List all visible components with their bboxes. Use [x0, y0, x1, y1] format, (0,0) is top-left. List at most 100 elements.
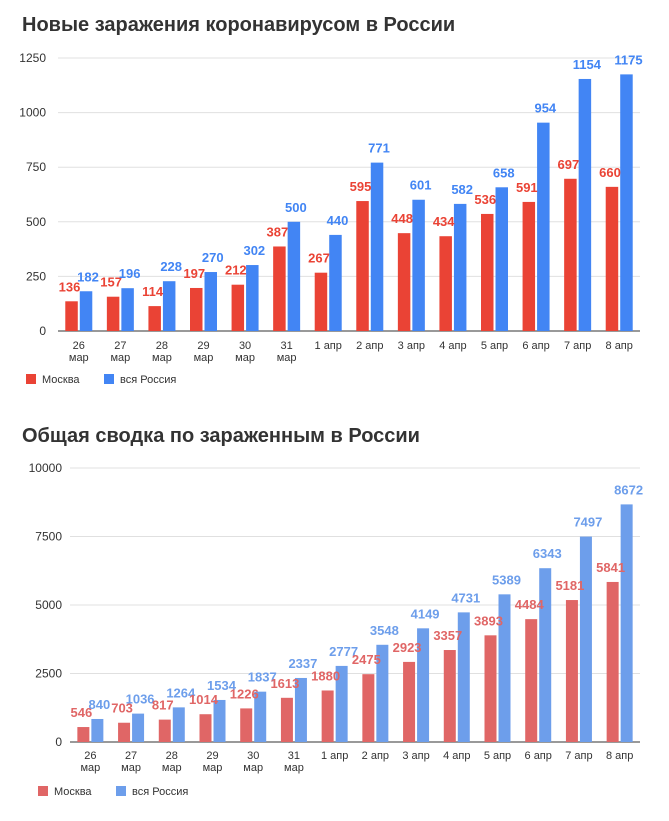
- data-label-moscow: 434: [433, 214, 455, 229]
- bar-moscow: [106, 296, 120, 331]
- bar-russia: [578, 78, 592, 331]
- x-tick-label: мар: [203, 762, 223, 774]
- data-label-moscow: 703: [111, 701, 133, 716]
- bar-moscow: [362, 674, 375, 742]
- data-label-moscow: 267: [308, 251, 330, 266]
- x-tick-label: 7 апр: [564, 340, 591, 352]
- bar-russia: [620, 504, 633, 742]
- x-tick-label: мар: [69, 352, 89, 364]
- legend-swatch: [116, 786, 126, 796]
- data-label-russia: 302: [243, 243, 265, 258]
- data-label-moscow: 1014: [189, 692, 219, 707]
- x-tick-label: 31: [281, 340, 293, 352]
- legend-swatch: [38, 786, 48, 796]
- bar-russia: [537, 122, 550, 332]
- data-label-moscow: 1613: [270, 676, 299, 691]
- bar-moscow: [606, 581, 619, 742]
- data-label-russia: 4149: [411, 606, 440, 621]
- data-label-russia: 500: [285, 200, 307, 215]
- bar-moscow: [199, 714, 212, 742]
- y-tick-label: 250: [26, 269, 46, 283]
- y-tick-label: 10000: [29, 461, 63, 475]
- bar-russia: [254, 691, 267, 742]
- data-label-russia: 7497: [573, 515, 602, 530]
- x-tick-label: мар: [162, 762, 182, 774]
- bar-moscow: [148, 306, 161, 331]
- bar-russia: [376, 644, 389, 742]
- data-label-moscow: 2923: [393, 640, 422, 655]
- x-tick-label: 30: [247, 750, 259, 762]
- bar-moscow: [240, 708, 253, 742]
- x-tick-label: 29: [206, 750, 218, 762]
- bar-russia: [539, 568, 552, 742]
- data-label-russia: 2337: [288, 656, 317, 671]
- x-tick-label: мар: [110, 352, 130, 364]
- bar-russia: [329, 234, 342, 331]
- data-label-russia: 1837: [248, 670, 277, 685]
- bar-russia: [294, 677, 307, 742]
- bar-moscow: [273, 246, 286, 331]
- data-label-moscow: 546: [71, 705, 93, 720]
- data-label-russia: 1154: [573, 57, 602, 72]
- x-tick-label: 30: [239, 340, 251, 352]
- legend-swatch: [104, 374, 114, 384]
- x-tick-label: 27: [125, 750, 137, 762]
- bar-moscow: [77, 727, 90, 742]
- x-tick-label: 1 апр: [315, 340, 342, 352]
- bar-moscow: [522, 201, 536, 331]
- bar-russia: [495, 187, 508, 331]
- y-tick-label: 0: [39, 324, 46, 338]
- bar-moscow: [356, 201, 369, 331]
- data-label-russia: 440: [327, 213, 349, 228]
- data-label-moscow: 660: [599, 165, 621, 180]
- bar-russia: [579, 536, 592, 742]
- x-tick-label: 26: [84, 750, 96, 762]
- x-tick-label: 6 апр: [522, 340, 549, 352]
- x-tick-label: мар: [284, 762, 304, 774]
- x-tick-label: мар: [152, 352, 172, 364]
- x-tick-label: 3 апр: [402, 750, 429, 762]
- data-label-moscow: 2475: [352, 652, 381, 667]
- x-tick-label: 8 апр: [606, 750, 633, 762]
- bar-russia: [417, 628, 430, 742]
- data-label-moscow: 5181: [555, 578, 584, 593]
- bar-moscow: [565, 600, 578, 742]
- bar-moscow: [231, 284, 245, 331]
- data-label-moscow: 197: [183, 266, 205, 281]
- x-tick-label: 6 апр: [525, 750, 552, 762]
- x-tick-label: мар: [194, 352, 214, 364]
- bar-russia: [335, 665, 348, 742]
- data-label-russia: 5389: [492, 572, 521, 587]
- data-label-russia: 582: [451, 182, 473, 197]
- x-tick-label: мар: [121, 762, 141, 774]
- data-label-russia: 601: [410, 178, 432, 193]
- bar-russia: [132, 713, 145, 742]
- bar-russia: [213, 699, 226, 742]
- bar-russia: [457, 612, 470, 742]
- y-tick-label: 500: [26, 215, 46, 229]
- bar-russia: [121, 288, 134, 331]
- legend-label: вся Россия: [132, 786, 188, 798]
- x-tick-label: 8 апр: [606, 340, 633, 352]
- data-label-moscow: 5841: [596, 560, 625, 575]
- data-label-russia: 1036: [126, 692, 155, 707]
- data-label-russia: 8672: [614, 482, 643, 497]
- data-label-moscow: 114: [142, 284, 164, 299]
- bar-moscow: [190, 287, 203, 331]
- data-label-russia: 182: [77, 269, 99, 284]
- data-label-russia: 4731: [451, 590, 480, 605]
- x-tick-label: 28: [166, 750, 178, 762]
- bar-russia: [370, 162, 384, 331]
- bar-moscow: [118, 722, 131, 742]
- bar-moscow: [403, 661, 416, 742]
- bar-russia: [412, 199, 425, 331]
- data-label-moscow: 157: [100, 275, 122, 290]
- data-label-moscow: 697: [558, 157, 580, 172]
- bar-moscow: [280, 697, 293, 742]
- data-label-moscow: 212: [225, 263, 247, 278]
- bar-russia: [91, 718, 104, 742]
- x-tick-label: 26: [73, 340, 85, 352]
- x-tick-label: 4 апр: [443, 750, 470, 762]
- y-tick-label: 0: [55, 735, 62, 749]
- bar-moscow: [564, 178, 577, 331]
